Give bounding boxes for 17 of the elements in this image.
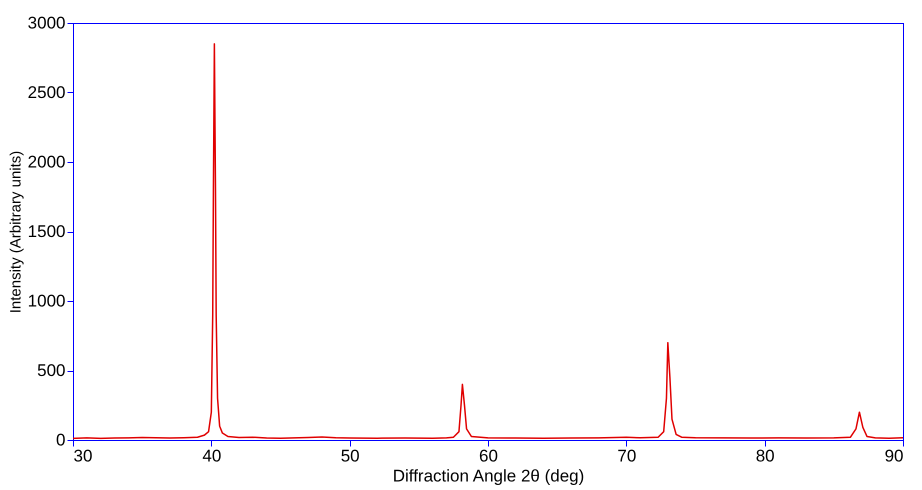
x-tick-label: 40	[202, 446, 222, 466]
y-tick-label: 0	[56, 430, 66, 450]
y-axis-title: Intensity (Arbitrary units)	[8, 150, 25, 314]
y-tick-label: 1000	[28, 292, 66, 310]
y-tick-label: 500	[37, 361, 66, 380]
x-tick-label: 80	[756, 446, 775, 466]
x-tick-label: 70	[617, 446, 636, 466]
line-series	[72, 43, 904, 440]
y-tick-label: 2500	[28, 83, 66, 102]
x-tick-label: 90	[884, 446, 904, 466]
x-tick-label: 30	[74, 446, 92, 466]
x-axis-title: Diffraction Angle 2θ (deg)	[392, 466, 584, 486]
y-tick-label: 3000	[28, 14, 66, 32]
x-tick-label: 50	[340, 446, 360, 466]
y-tick-label: 2000	[28, 152, 66, 172]
y-tick-label: 1500	[28, 222, 66, 241]
x-tick-label: 60	[479, 446, 498, 466]
